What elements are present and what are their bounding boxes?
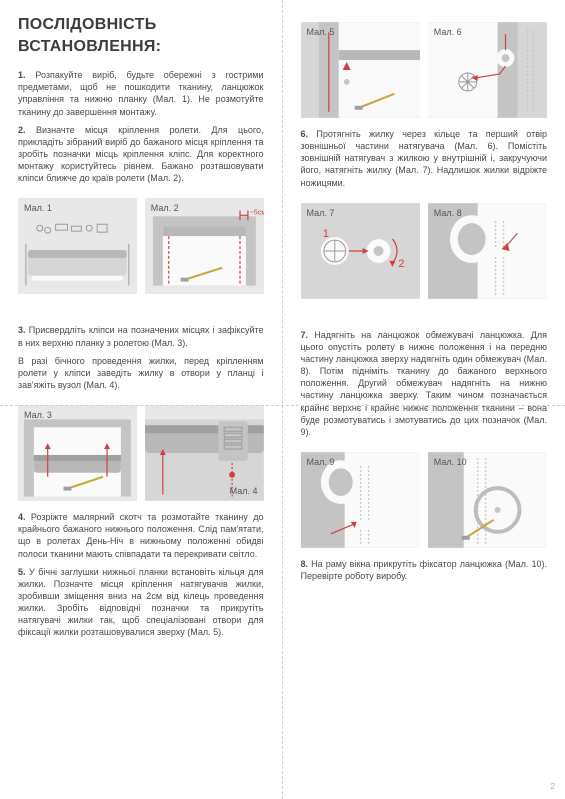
right-column: Мал. 5 Мал. 6 [283, 0, 565, 799]
left-column: ПОСЛІДОВНІСТЬ ВСТАНОВЛЕННЯ: 1. Розпакуйт… [0, 0, 283, 799]
figure-1: Мал. 1 [18, 198, 137, 294]
figure-7: Мал. 7 1 2 [301, 203, 420, 299]
step-5: 5. У бічні заглушки нижньої планки встан… [18, 566, 264, 639]
step-2-text: Визначте місця кріплення ролети. Для цьо… [18, 125, 264, 184]
step-1-num: 1. [18, 70, 26, 80]
step-4-num: 4. [18, 512, 26, 522]
fig-row-5-6: Мал. 5 Мал. 6 [301, 22, 548, 118]
step-5-text: У бічні заглушки нижньої планки встанові… [18, 567, 264, 638]
figure-2-label: Мал. 2 [151, 202, 179, 214]
figure-1-label: Мал. 1 [24, 202, 52, 214]
fig7-num1: 1 [322, 228, 328, 240]
figure-8: Мал. 8 [428, 203, 547, 299]
figure-3: Мал. 3 [18, 405, 137, 501]
fig-row-7-8: Мал. 7 1 2 Мал. 8 [301, 203, 548, 299]
step-7-text: Надягніть на ланцюжок обмежувачі ланцюжк… [301, 330, 548, 437]
figure-9-label: Мал. 9 [307, 456, 335, 468]
page-title: ПОСЛІДОВНІСТЬ ВСТАНОВЛЕННЯ: [18, 14, 264, 57]
step-4-text: Розріжте малярний скотч та розмотайте тк… [18, 512, 264, 558]
step-8: 8. На раму вікна прикрутіть фіксатор лан… [301, 558, 548, 582]
step-2-num: 2. [18, 125, 26, 135]
step-7: 7. Надягніть на ланцюжок обмежувачі ланц… [301, 329, 548, 438]
figure-5: Мал. 5 [301, 22, 420, 118]
figure-6-label: Мал. 6 [434, 26, 462, 38]
step-8-num: 8. [301, 559, 309, 569]
figure-6: Мал. 6 [428, 22, 547, 118]
step-2: 2. Визначте місця кріплення ролети. Для … [18, 124, 264, 185]
step-6-text: Протягніть жилку через кільце та перший … [301, 129, 548, 188]
page-grid: ПОСЛІДОВНІСТЬ ВСТАНОВЛЕННЯ: 1. Розпакуйт… [0, 0, 565, 799]
figure-9: Мал. 9 [301, 452, 420, 548]
step-3b: В разі бічного проведення жилки, перед к… [18, 355, 264, 391]
fig-row-1-2: Мал. 1 Мал. 2 [18, 198, 264, 294]
figure-5-label: Мал. 5 [307, 26, 335, 38]
step-6-num: 6. [301, 129, 309, 139]
step-3-num: 3. [18, 325, 26, 335]
figure-10-label: Мал. 10 [434, 456, 467, 468]
figure-10: Мал. 10 [428, 452, 547, 548]
step-3: 3. Присвердліть кліпси на позначених міс… [18, 324, 264, 348]
page-number: 2 [551, 782, 555, 793]
step-3-text: Присвердліть кліпси на позначених місцях… [18, 325, 264, 347]
step-6: 6. Протягніть жилку через кільце та перш… [301, 128, 548, 189]
figure-3-label: Мал. 3 [24, 409, 52, 421]
fig-row-3-4: Мал. 3 Мал. 4 [18, 405, 264, 501]
figure-7-label: Мал. 7 [307, 207, 335, 219]
step-1-text: Розпакуйте виріб, будьте обережні з гост… [18, 70, 264, 116]
step-7-num: 7. [301, 330, 309, 340]
figure-4-label: Мал. 4 [230, 485, 258, 497]
figure-2: Мал. 2 ~5см [145, 198, 264, 294]
step-8-text: На раму вікна прикрутіть фіксатор ланцюж… [301, 559, 548, 581]
fig7-num2: 2 [398, 258, 404, 270]
figure-8-label: Мал. 8 [434, 207, 462, 219]
figure-4: Мал. 4 [145, 405, 264, 501]
dim-5cm: ~5см [250, 210, 264, 217]
step-1: 1. Розпакуйте виріб, будьте обережні з г… [18, 69, 264, 118]
fig-row-9-10: Мал. 9 Мал. 10 [301, 452, 548, 548]
step-5-num: 5. [18, 567, 26, 577]
step-4: 4. Розріжте малярний скотч та розмотайте… [18, 511, 264, 560]
horizontal-divider [0, 405, 565, 406]
